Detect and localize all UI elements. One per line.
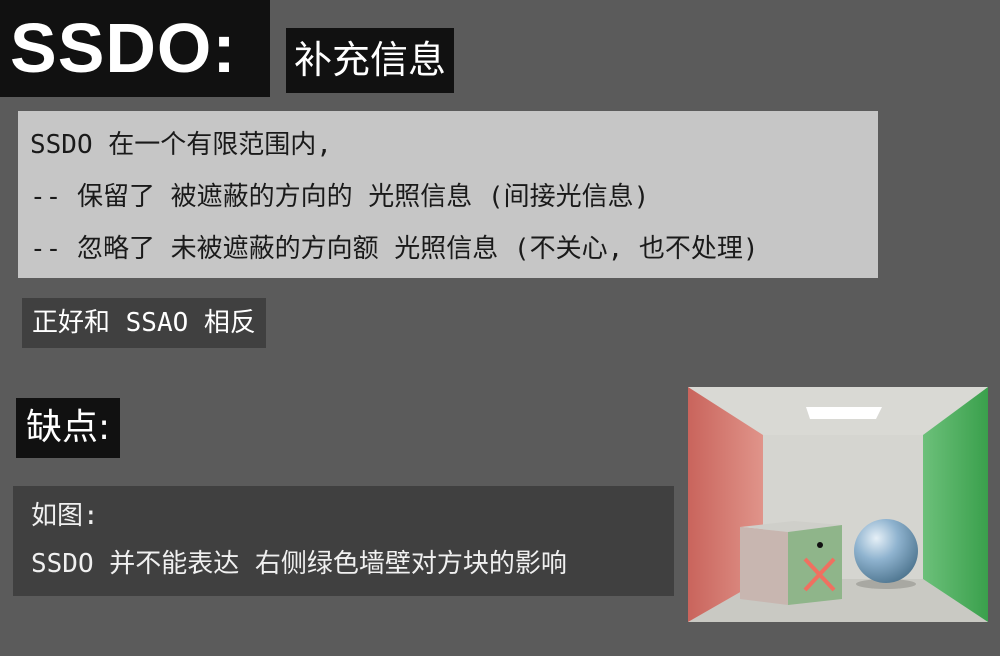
ceiling-light xyxy=(806,407,882,419)
cons-heading: 缺点: xyxy=(16,398,121,458)
page-title: SSDO: xyxy=(0,0,270,97)
info-panel: SSDO 在一个有限范围内, -- 保留了 被遮蔽的方向的 光照信息 (间接光信… xyxy=(18,111,878,278)
cube-top xyxy=(740,521,842,532)
cross-line-2 xyxy=(803,557,836,592)
cons-line-2: SSDO 并不能表达 右侧绿色墙壁对方块的影响 xyxy=(31,549,567,579)
cube-front xyxy=(740,527,788,605)
sphere xyxy=(854,519,918,583)
cons-line-1: 如图: xyxy=(31,501,99,531)
info-line-2: -- 保留了 被遮蔽的方向的 光照信息 (间接光信息) xyxy=(30,182,650,212)
cons-panel: 如图: SSDO 并不能表达 右侧绿色墙壁对方块的影响 xyxy=(13,486,674,596)
cornell-box-render xyxy=(688,387,988,622)
sphere-shadow xyxy=(856,579,916,589)
info-line-3: -- 忽略了 未被遮蔽的方向额 光照信息 (不关心, 也不处理) xyxy=(30,234,759,264)
cube-dot xyxy=(817,542,823,548)
info-line-1: SSDO 在一个有限范围内, xyxy=(30,130,332,160)
cube-right xyxy=(788,525,842,605)
page-subtitle: 补充信息 xyxy=(286,28,455,93)
right-wall xyxy=(923,387,988,622)
ssao-comparison-note: 正好和 SSAO 相反 xyxy=(22,298,266,348)
